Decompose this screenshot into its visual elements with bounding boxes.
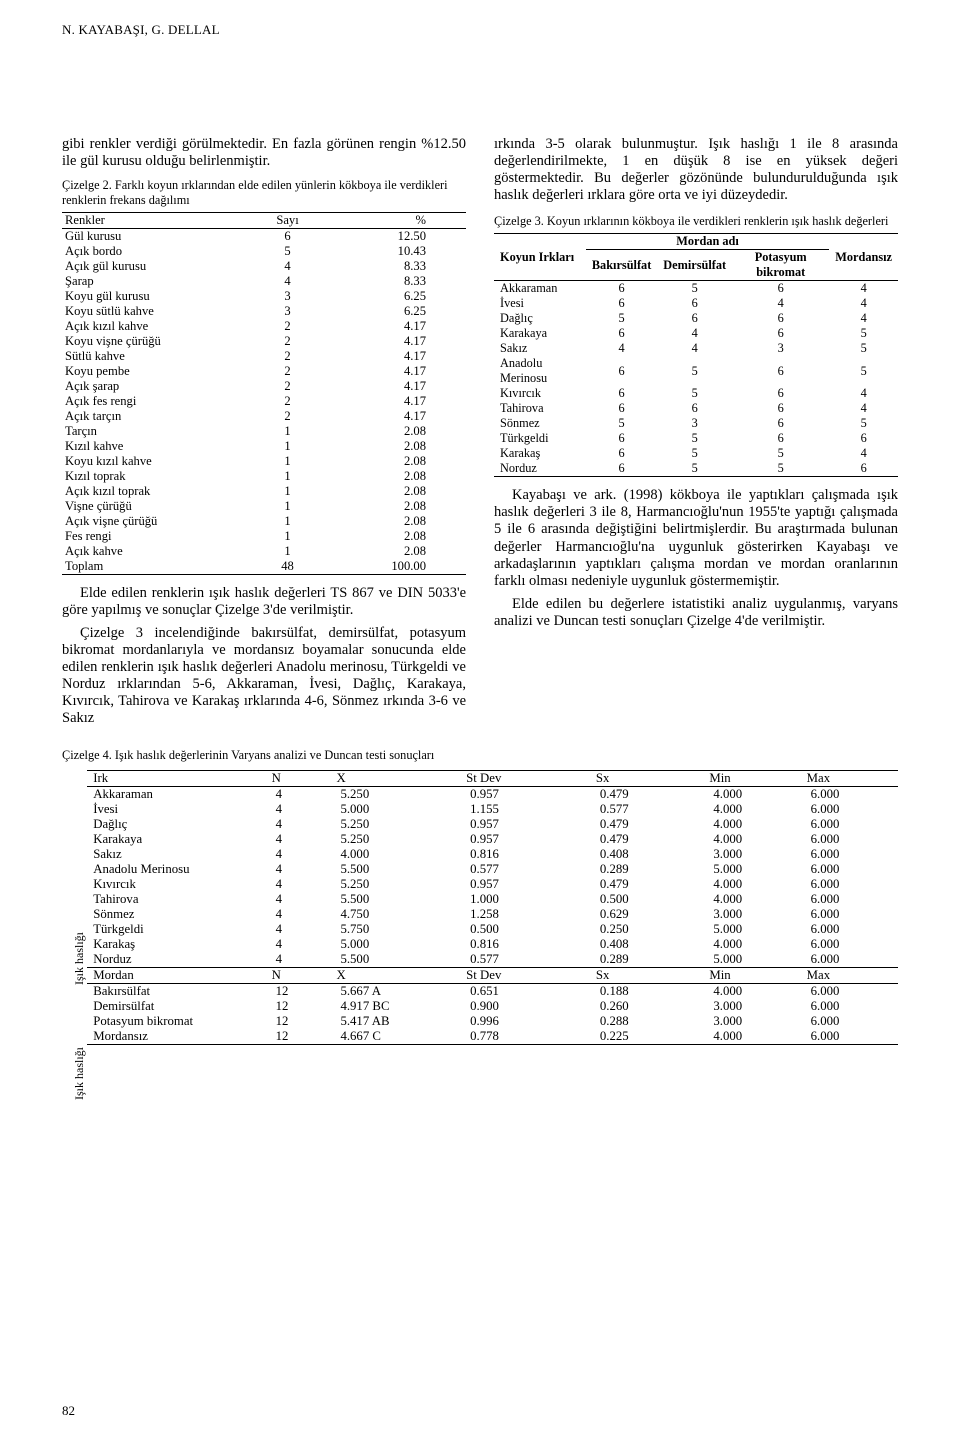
table-row: Koyu vişne çürüğü24.17: [62, 334, 466, 349]
table-row: Sakız4435: [494, 341, 898, 356]
table3-caption: Çizelge 3. Koyun ırklarının kökboya ile …: [494, 214, 898, 229]
table-row: Norduz6556: [494, 461, 898, 477]
table3-isik-haslik: Koyun Irkları Mordan adı Mordansız Bakır…: [494, 233, 898, 477]
t3-sh-demir: Demirsülfat: [657, 250, 732, 281]
table-row: Türkgeldi6566: [494, 431, 898, 446]
table-row: Koyu sütlü kahve36.25: [62, 304, 466, 319]
table-row: Koyu pembe24.17: [62, 364, 466, 379]
t3-h-mordansiz: Mordansız: [829, 234, 898, 281]
table-row: Bakırsülfat125.667 A0.6510.1884.0006.000: [87, 984, 898, 1000]
table-row: Sönmez44.7501.2580.6293.0006.000: [87, 907, 898, 922]
table-row: Gül kurusu612.50: [62, 228, 466, 244]
table-row: Tahirova45.5001.0000.5004.0006.000: [87, 892, 898, 907]
table-row: Sakız44.0000.8160.4083.0006.000: [87, 847, 898, 862]
table-row: Türkgeldi45.7500.5000.2505.0006.000: [87, 922, 898, 937]
intro-paragraph: gibi renkler verdiği görülmektedir. En f…: [62, 136, 466, 170]
table-row: Sütlü kahve24.17: [62, 349, 466, 364]
table-row: Açık şarap24.17: [62, 379, 466, 394]
table-row: Karakaya6465: [494, 326, 898, 341]
table-row: Toplam48100.00: [62, 559, 466, 575]
table-row: Dağlıç45.2500.9570.4794.0006.000: [87, 817, 898, 832]
t4-header-cell: St Dev: [460, 968, 590, 984]
header-authors: N. KAYABAŞI, G. DELLAL: [62, 22, 898, 38]
table-row: Koyu kızıl kahve12.08: [62, 454, 466, 469]
table-row: İvesi6644: [494, 296, 898, 311]
t2-col-sayi: Sayı: [260, 212, 315, 228]
table-row: Demirsülfat124.917 BC0.9000.2603.0006.00…: [87, 999, 898, 1014]
right-para4: Kayabaşı ve ark. (1998) kökboya ile yapt…: [494, 487, 898, 590]
t4-header-cell: Min: [703, 968, 800, 984]
t4-rotated-label-1: Işık haslığı: [72, 932, 87, 985]
table-row: Şarap48.33: [62, 274, 466, 289]
table-row: Vişne çürüğü12.08: [62, 499, 466, 514]
table-row: Kıvırcık6564: [494, 386, 898, 401]
t4-header-cell: Sx: [590, 771, 704, 787]
table-row: Açık kızıl toprak12.08: [62, 484, 466, 499]
t4-header-cell: X: [330, 968, 460, 984]
table-row: Tahirova6664: [494, 401, 898, 416]
t2-col-pct: %: [315, 212, 466, 228]
t4-header-cell: N: [266, 968, 331, 984]
t4-header-cell: Sx: [590, 968, 704, 984]
table-row: Karakaş45.0000.8160.4084.0006.000: [87, 937, 898, 952]
table-row: Koyu gül kurusu36.25: [62, 289, 466, 304]
table-row: Fes rengi12.08: [62, 529, 466, 544]
table4-caption: Çizelge 4. Işık haslık değerlerinin Vary…: [62, 748, 898, 763]
page-number: 82: [62, 1403, 75, 1419]
right-cont-para: ırkında 3-5 olarak bulunmuştur. Işık has…: [494, 136, 898, 204]
t4-header-cell: Min: [703, 771, 800, 787]
right-para5: Elde edilen bu değerlere istatistiki ana…: [494, 596, 898, 630]
t2-col-renkler: Renkler: [62, 212, 260, 228]
table-row: Açık bordo510.43: [62, 244, 466, 259]
table-row: Kıvırcık45.2500.9570.4794.0006.000: [87, 877, 898, 892]
table-row: Kızıl kahve12.08: [62, 439, 466, 454]
table-row: Açık vişne çürüğü12.08: [62, 514, 466, 529]
table-row: Karakaş6554: [494, 446, 898, 461]
table-row: Açık kahve12.08: [62, 544, 466, 559]
table-row: Açık fes rengi24.17: [62, 394, 466, 409]
table-row: Norduz45.5000.5770.2895.0006.000: [87, 952, 898, 968]
table-row: Sönmez5365: [494, 416, 898, 431]
t4-header-cell: St Dev: [460, 771, 590, 787]
table-row: Anadolu Merinosu6565: [494, 356, 898, 386]
table-row: Açık kızıl kahve24.17: [62, 319, 466, 334]
table-row: Akkaraman45.2500.9570.4794.0006.000: [87, 787, 898, 803]
table4-varyans: IrkNXSt DevSxMinMax Akkaraman45.2500.957…: [87, 770, 898, 1045]
left-para3: Çizelge 3 incelendiğinde bakırsülfat, de…: [62, 625, 466, 728]
t3-h-mordan: Mordan adı: [586, 234, 829, 250]
table-row: Karakaya45.2500.9570.4794.0006.000: [87, 832, 898, 847]
t4-header-cell: Max: [801, 968, 898, 984]
t4-header-cell: Max: [801, 771, 898, 787]
table-row: Mordansız124.667 C0.7780.2254.0006.000: [87, 1029, 898, 1045]
t3-h-irklar: Koyun Irkları: [494, 234, 586, 281]
t3-sh-potasyum: Potasyum bikromat: [732, 250, 829, 281]
table-row: Kızıl toprak12.08: [62, 469, 466, 484]
table-row: Açık gül kurusu48.33: [62, 259, 466, 274]
table2-caption: Çizelge 2. Farklı koyun ırklarından elde…: [62, 178, 466, 208]
table-row: İvesi45.0001.1550.5774.0006.000: [87, 802, 898, 817]
t4-header-cell: Irk: [87, 771, 265, 787]
t3-sh-bakir: Bakırsülfat: [586, 250, 657, 281]
t4-header-cell: N: [266, 771, 331, 787]
table2-renkler: Renkler Sayı % Gül kurusu612.50Açık bord…: [62, 212, 466, 575]
table-row: Akkaraman6564: [494, 281, 898, 297]
table-row: Tarçın12.08: [62, 424, 466, 439]
table-row: Potasyum bikromat125.417 AB0.9960.2883.0…: [87, 1014, 898, 1029]
table-row: Dağlıç5664: [494, 311, 898, 326]
t4-rotated-label-2: Işık haslığı: [72, 1047, 87, 1100]
t4-header-cell: X: [330, 771, 460, 787]
table-row: Açık tarçın24.17: [62, 409, 466, 424]
left-para2: Elde edilen renklerin ışık haslık değerl…: [62, 585, 466, 619]
table-row: Anadolu Merinosu45.5000.5770.2895.0006.0…: [87, 862, 898, 877]
t4-header-cell: Mordan: [87, 968, 265, 984]
